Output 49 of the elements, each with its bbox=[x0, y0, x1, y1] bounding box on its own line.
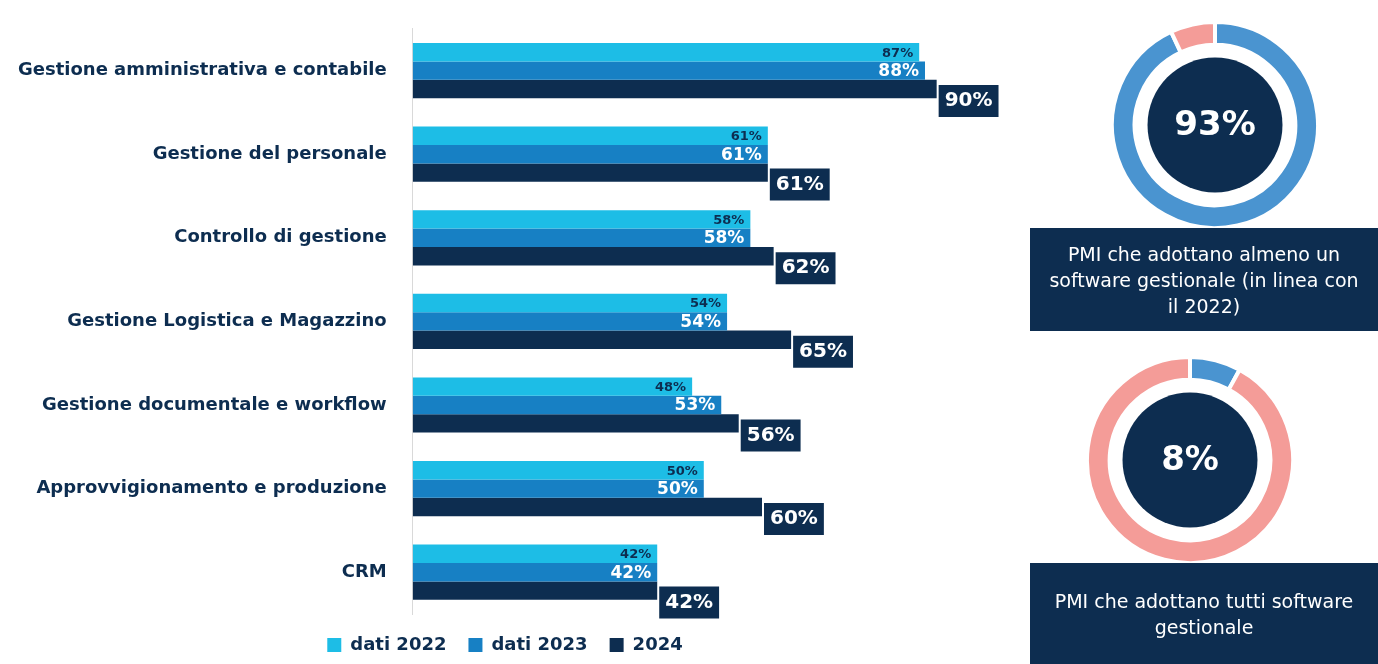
bar bbox=[412, 293, 728, 313]
y-tick-label: Gestione amministrativa e contabile bbox=[17, 58, 387, 80]
data-label: 56% bbox=[746, 421, 795, 446]
data-label: 50% bbox=[657, 478, 698, 499]
y-tick-label: Controllo di gestione bbox=[174, 225, 387, 247]
data-label: 54% bbox=[680, 310, 722, 331]
bar bbox=[412, 228, 751, 247]
y-tick-label: Approvvigionamento e produzione bbox=[36, 476, 387, 498]
data-label: 61% bbox=[721, 143, 762, 164]
bar bbox=[412, 395, 722, 415]
data-label: 50% bbox=[666, 462, 698, 478]
bar bbox=[412, 563, 658, 582]
data-label: 58% bbox=[703, 227, 745, 248]
bar bbox=[412, 43, 920, 62]
bar bbox=[412, 210, 751, 229]
data-label: 88% bbox=[878, 60, 920, 81]
bar bbox=[412, 544, 658, 563]
bar bbox=[412, 312, 728, 331]
data-label: 87% bbox=[882, 44, 914, 60]
y-tick-label: Gestione documentale e workflow bbox=[42, 392, 387, 414]
data-label: 54% bbox=[689, 295, 722, 311]
y-tick-label: Gestione Logistica e Magazzino bbox=[67, 309, 387, 331]
y-tick-label: CRM bbox=[341, 559, 387, 581]
bar bbox=[412, 479, 704, 498]
data-label: 53% bbox=[674, 394, 716, 415]
data-label: 58% bbox=[713, 211, 745, 227]
data-label: 61% bbox=[730, 128, 762, 144]
data-label: 60% bbox=[770, 505, 818, 530]
data-label: 90% bbox=[944, 87, 993, 112]
y-tick-label: Gestione del personale bbox=[152, 141, 387, 163]
legend-label: 2024 bbox=[632, 632, 683, 654]
data-label: 93% bbox=[1174, 102, 1256, 143]
data-label: 62% bbox=[781, 254, 830, 279]
data-label: 65% bbox=[799, 338, 847, 362]
data-label: 42% bbox=[620, 546, 652, 562]
data-label: 42% bbox=[610, 561, 652, 582]
data-label: 48% bbox=[655, 378, 687, 394]
bar bbox=[412, 126, 768, 145]
text: PMI che adottano almeno un software gestionale (in linea con il 2022) bbox=[1030, 228, 1378, 331]
bar bbox=[412, 145, 768, 164]
text: PMI che adottano tutti software gestionale bbox=[1030, 563, 1378, 664]
legend-label: dati 2023 bbox=[491, 632, 588, 654]
bar bbox=[412, 61, 926, 80]
data-label: 42% bbox=[665, 588, 714, 613]
legend-label: dati 2022 bbox=[350, 632, 447, 654]
bar bbox=[412, 461, 704, 480]
data-label: 8% bbox=[1161, 437, 1219, 478]
bar bbox=[412, 377, 693, 396]
data-label: 61% bbox=[775, 170, 824, 195]
